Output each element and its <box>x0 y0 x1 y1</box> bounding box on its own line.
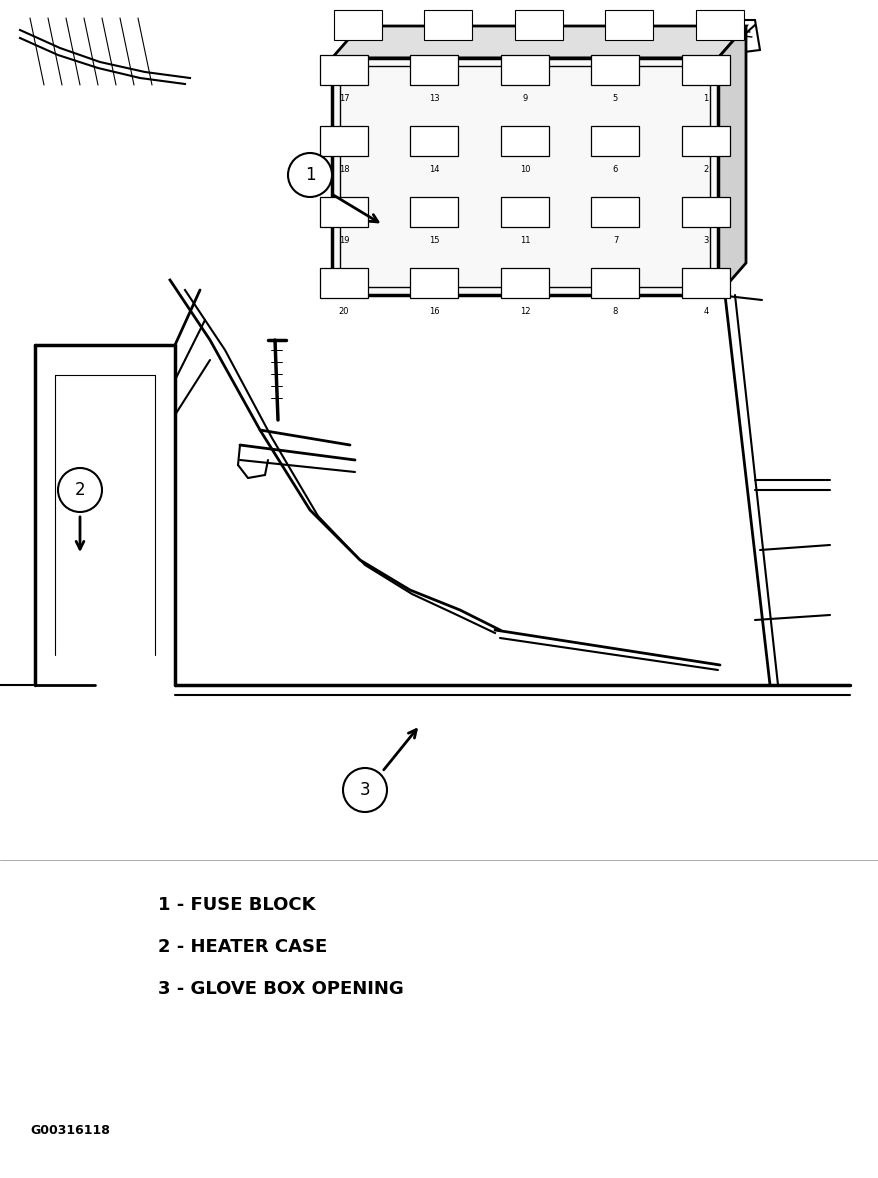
Polygon shape <box>410 269 458 298</box>
Text: 2 - HEATER CASE: 2 - HEATER CASE <box>158 938 327 957</box>
Text: 3: 3 <box>702 236 708 245</box>
Polygon shape <box>334 9 382 40</box>
Text: 12: 12 <box>519 306 529 316</box>
Text: 14: 14 <box>428 165 439 173</box>
Text: 20: 20 <box>338 306 349 316</box>
Polygon shape <box>332 26 745 58</box>
Text: 7: 7 <box>612 236 617 245</box>
Polygon shape <box>515 9 563 40</box>
Text: 18: 18 <box>338 165 349 173</box>
Text: 10: 10 <box>519 165 529 173</box>
Polygon shape <box>410 126 458 155</box>
Text: 3 - GLOVE BOX OPENING: 3 - GLOVE BOX OPENING <box>158 980 403 998</box>
Polygon shape <box>591 197 639 227</box>
Polygon shape <box>500 126 549 155</box>
Text: 2: 2 <box>702 165 708 173</box>
Polygon shape <box>591 126 639 155</box>
Text: 19: 19 <box>338 236 349 245</box>
Text: 1: 1 <box>305 166 315 184</box>
Polygon shape <box>605 9 652 40</box>
Text: 6: 6 <box>612 165 617 173</box>
Polygon shape <box>332 58 717 294</box>
Polygon shape <box>681 197 729 227</box>
Polygon shape <box>591 269 639 298</box>
Text: 15: 15 <box>428 236 439 245</box>
Polygon shape <box>681 269 729 298</box>
Polygon shape <box>500 197 549 227</box>
Text: 2: 2 <box>75 481 85 499</box>
Text: 4: 4 <box>702 306 708 316</box>
Text: 16: 16 <box>428 306 439 316</box>
Text: 1 - FUSE BLOCK: 1 - FUSE BLOCK <box>158 896 315 914</box>
Polygon shape <box>681 126 729 155</box>
Text: 11: 11 <box>519 236 529 245</box>
Polygon shape <box>500 55 549 85</box>
Text: 17: 17 <box>338 93 349 102</box>
Text: 8: 8 <box>612 306 617 316</box>
Polygon shape <box>500 269 549 298</box>
Polygon shape <box>320 55 368 85</box>
Text: 3: 3 <box>359 781 370 799</box>
Polygon shape <box>410 55 458 85</box>
Text: 9: 9 <box>522 93 527 102</box>
Text: 13: 13 <box>428 93 439 102</box>
Polygon shape <box>591 55 639 85</box>
Polygon shape <box>717 26 745 294</box>
Circle shape <box>58 468 102 512</box>
Circle shape <box>342 768 386 812</box>
Polygon shape <box>320 126 368 155</box>
Polygon shape <box>695 9 743 40</box>
Polygon shape <box>424 9 472 40</box>
Polygon shape <box>320 197 368 227</box>
Polygon shape <box>410 197 458 227</box>
Text: 5: 5 <box>612 93 617 102</box>
Circle shape <box>288 153 332 197</box>
Polygon shape <box>320 269 368 298</box>
Text: G00316118: G00316118 <box>30 1124 110 1137</box>
Polygon shape <box>681 55 729 85</box>
Text: 1: 1 <box>702 93 708 102</box>
